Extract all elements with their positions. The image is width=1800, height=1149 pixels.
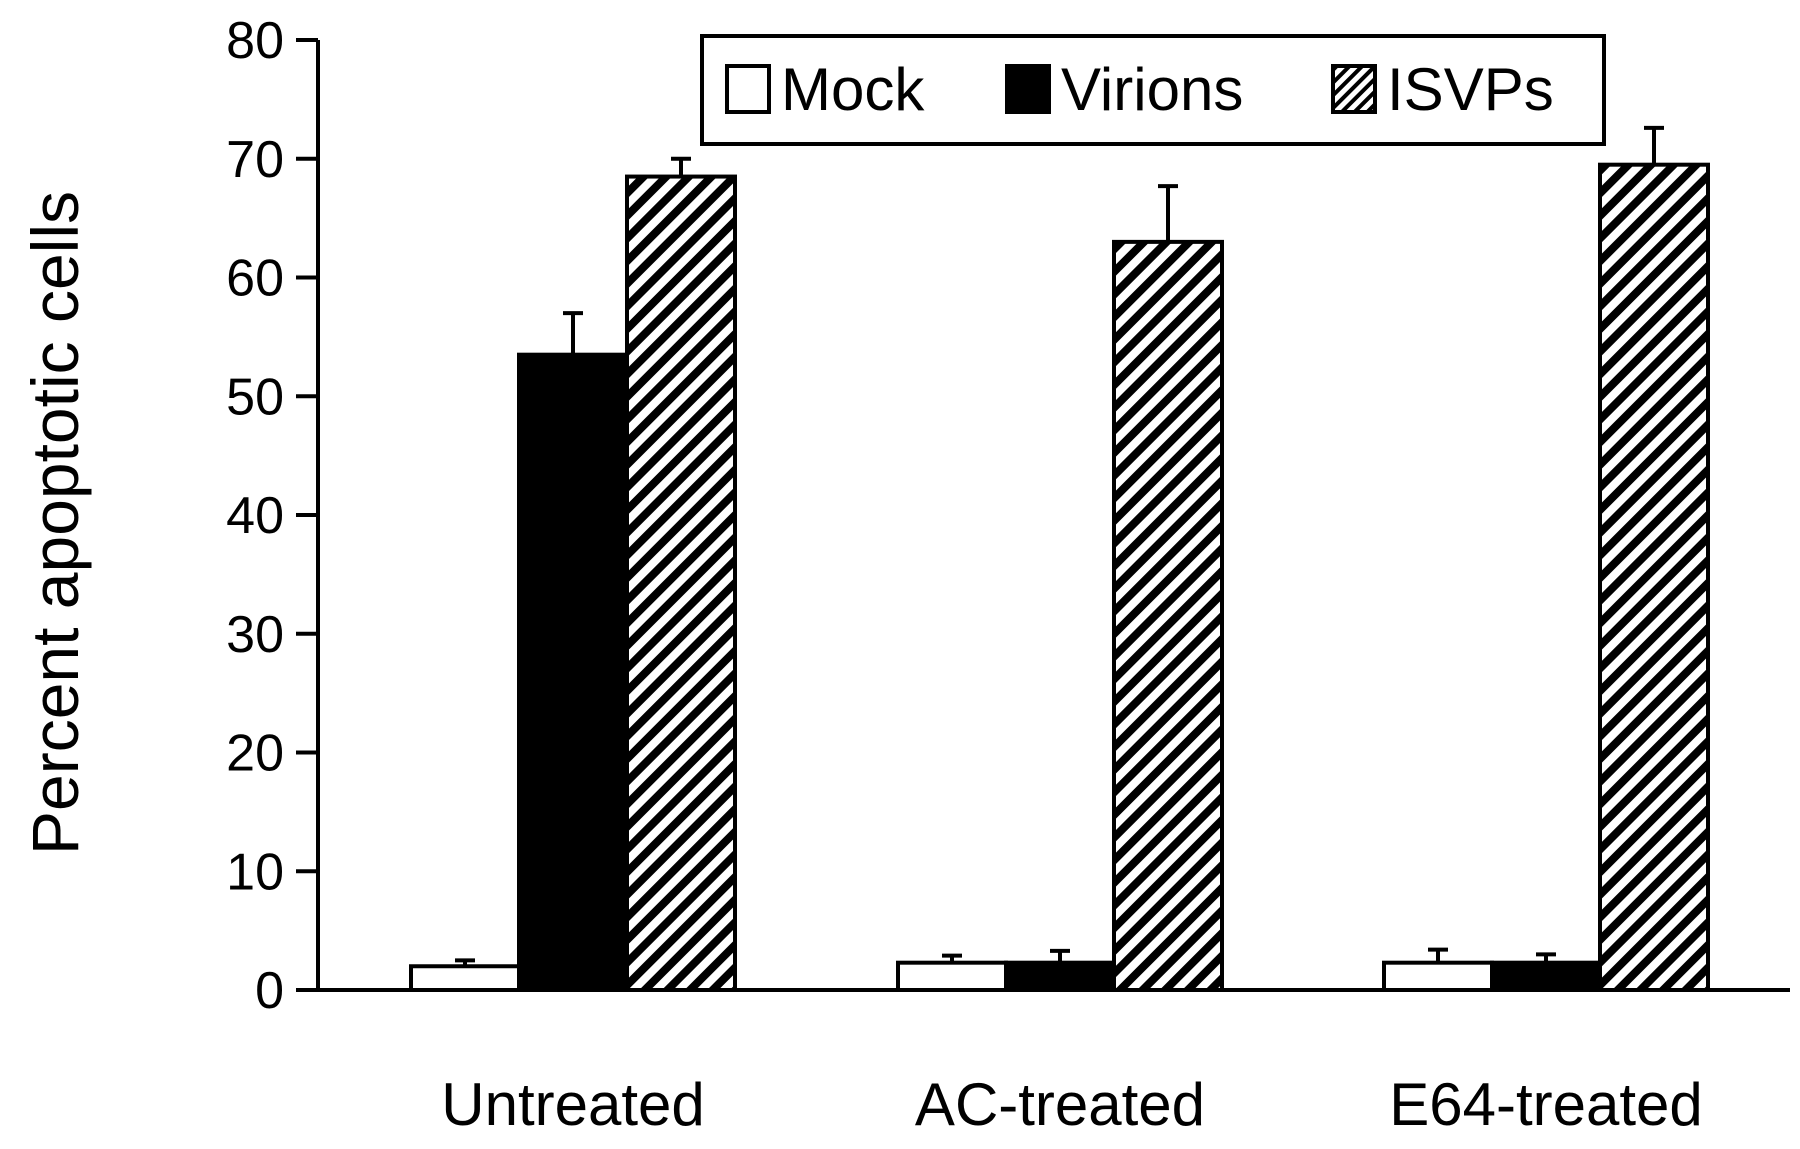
error-bars [455, 125, 1664, 967]
bar-isvps-untreated [625, 174, 737, 992]
x-tick-label: E64-treated [1389, 1071, 1703, 1138]
legend-items: Mock Virions ISVPs [725, 56, 1554, 123]
x-axis-tick-labels: Untreated AC-treated E64-treated [441, 1071, 1703, 1138]
y-tick-label: 50 [226, 368, 284, 426]
x-tick-label: Untreated [441, 1071, 705, 1138]
bar-virions-untreated [517, 352, 629, 992]
bar-virions-ac-treated [1004, 960, 1116, 992]
legend-swatch-mock [725, 64, 771, 114]
x-tick-label: AC-treated [915, 1071, 1205, 1138]
y-tick-label: 70 [226, 131, 284, 189]
y-tick-label: 60 [226, 250, 284, 308]
y-axis-ticks: 0 10 20 30 40 50 60 70 80 [226, 12, 318, 1020]
legend-swatch-virions [1005, 64, 1051, 114]
y-tick-label: 20 [226, 725, 284, 783]
y-tick-label: 80 [226, 12, 284, 70]
y-tick-label: 0 [255, 962, 284, 1020]
legend-label-mock: Mock [781, 56, 925, 123]
legend-label-isvps: ISVPs [1387, 56, 1554, 123]
legend: Mock Virions ISVPs [700, 34, 1606, 146]
bar-isvps-ac-treated [1112, 239, 1224, 992]
bar-mock-e64-treated [1382, 960, 1494, 992]
bar-mock-untreated [409, 964, 521, 992]
legend-box [700, 34, 1606, 146]
y-tick-label: 40 [226, 487, 284, 545]
bar-isvps-e64-treated [1598, 162, 1710, 992]
bars [409, 162, 1710, 992]
bar-virions-e64-treated [1490, 960, 1602, 992]
legend-label-virions: Virions [1061, 56, 1243, 123]
y-tick-label: 30 [226, 606, 284, 664]
y-axis-label: Percent apoptotic cells [18, 191, 92, 855]
y-tick-label: 10 [226, 843, 284, 901]
bar-mock-ac-treated [896, 960, 1008, 992]
legend-swatch-isvps [1331, 64, 1377, 114]
